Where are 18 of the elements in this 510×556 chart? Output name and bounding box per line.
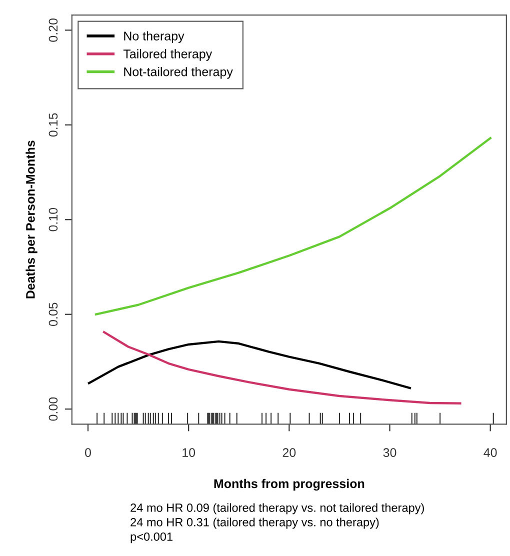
y-tick-label: 0.20 xyxy=(48,18,58,42)
legend-label: No therapy xyxy=(124,31,184,43)
x-tick-label: 30 xyxy=(383,448,396,458)
x-tick-label: 0 xyxy=(85,448,91,458)
y-axis-title: Deaths per Person-Months xyxy=(26,140,38,298)
x-tick-label: 10 xyxy=(182,448,196,458)
y-tick-label: 0.05 xyxy=(48,302,58,326)
y-tick-label: 0.00 xyxy=(48,397,58,421)
legend-label: Tailored therapy xyxy=(123,49,212,61)
x-axis-title: Months from progression xyxy=(214,478,364,491)
y-tick-label: 0.10 xyxy=(48,208,58,232)
text: 24 mo HR 0.31 (tailored therapy vs. no therapy) xyxy=(130,518,379,529)
x-tick-label: 20 xyxy=(282,448,296,458)
y-tick-label: 0.15 xyxy=(48,113,58,137)
text: 24 mo HR 0.09 (tailored therapy vs. not tailored therapy) xyxy=(130,503,424,514)
x-tick-label: 40 xyxy=(484,448,497,458)
text: p<0.001 xyxy=(130,532,172,544)
legend-label: Not-tailored therapy xyxy=(124,67,233,79)
